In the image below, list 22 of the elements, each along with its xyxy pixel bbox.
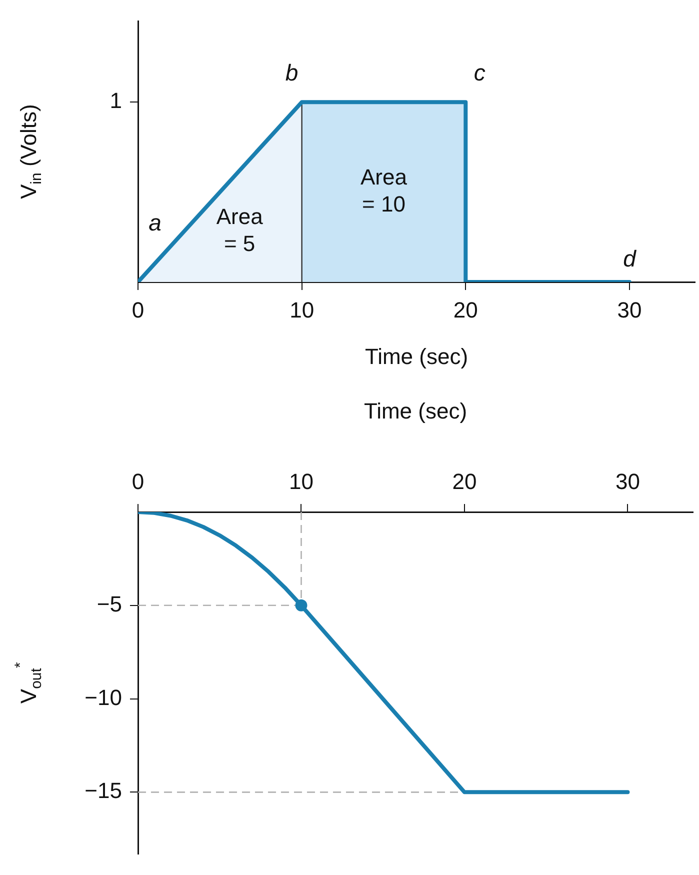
y-tick-label: −5: [96, 591, 122, 616]
annotation: a: [148, 209, 162, 236]
x-tick-label: 30: [615, 468, 640, 494]
x-tick-label: 20: [453, 297, 478, 322]
annotation: b: [285, 60, 298, 86]
x-tick-label: 10: [288, 468, 314, 494]
annotation: c: [474, 60, 486, 86]
y-tick-label: −15: [84, 778, 122, 804]
y-tick-label: 1: [110, 88, 122, 114]
x-tick-label: 0: [132, 297, 144, 322]
x-tick-label: 20: [452, 468, 477, 494]
series-label: Area = 10: [360, 164, 408, 217]
x-tick-label: 10: [290, 297, 314, 322]
x-axis-title: Time (sec): [364, 398, 468, 424]
y-axis-title: Vout*: [12, 662, 46, 704]
x-tick-label: 0: [132, 468, 144, 494]
y-tick-label: −10: [84, 684, 122, 710]
x-tick-label: 30: [617, 297, 642, 322]
series-label: Area = 5: [216, 204, 264, 256]
annotation: d: [623, 245, 638, 272]
x-axis-title: Time (sec): [364, 344, 468, 369]
y-axis-title: Vin (Volts): [16, 104, 46, 200]
